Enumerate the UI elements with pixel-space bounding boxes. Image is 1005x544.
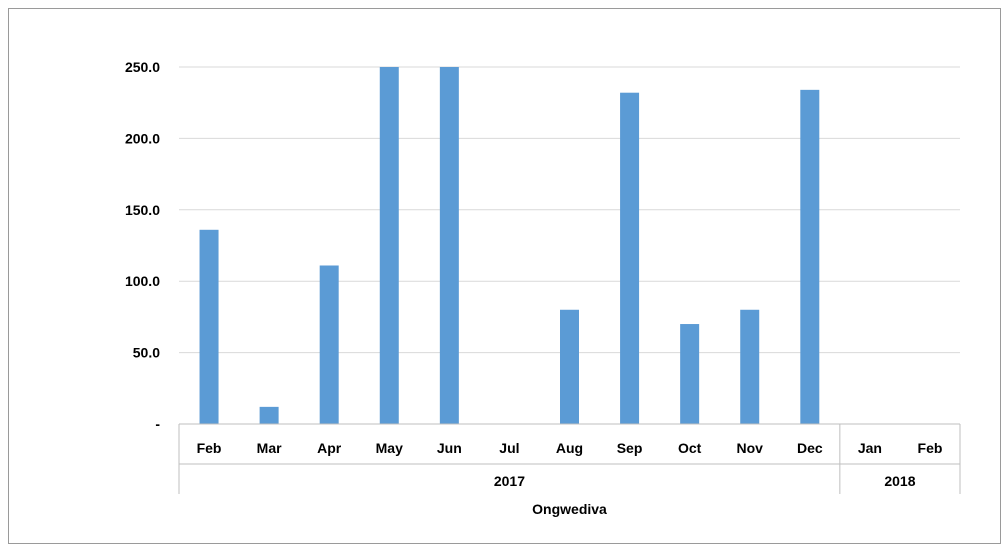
y-tick-label: 200.0 xyxy=(125,130,160,146)
y-tick-label: 100.0 xyxy=(125,273,160,289)
bar-apr xyxy=(319,265,339,424)
bars xyxy=(199,67,820,425)
y-tick-label: 250.0 xyxy=(125,59,160,75)
bar-may xyxy=(379,67,399,424)
axes xyxy=(178,423,961,494)
bar-nov xyxy=(740,309,760,424)
y-tick-labels: - 50.0 100.0 150.0 200.0 250.0 xyxy=(125,59,160,432)
y-tick-label: - xyxy=(155,416,160,432)
x-tick-label: Mar xyxy=(257,440,282,456)
x-tick-label: May xyxy=(376,440,403,456)
y-tick-label: 150.0 xyxy=(125,202,160,218)
x-tick-label: Dec xyxy=(797,440,823,456)
x-group-label: 2018 xyxy=(884,473,915,489)
gridlines xyxy=(179,66,960,354)
bar-feb xyxy=(199,229,219,424)
x-tick-label: Feb xyxy=(197,440,222,456)
x-group-label: 2017 xyxy=(494,473,525,489)
bar-sep xyxy=(620,92,640,424)
x-tick-label: Oct xyxy=(678,440,702,456)
x-tick-label: Sep xyxy=(617,440,643,456)
chart-frame xyxy=(8,8,1001,544)
y-tick-label: 50.0 xyxy=(133,345,160,361)
x-tick-label: Nov xyxy=(737,440,764,456)
x-tick-label: Jan xyxy=(858,440,882,456)
x-tick-label: Jun xyxy=(437,440,462,456)
x-axis-label: Ongwediva xyxy=(532,501,607,517)
bar-mar xyxy=(259,406,279,424)
x-tick-label: Feb xyxy=(918,440,943,456)
x-tick-labels: Feb Mar Apr May Jun Jul Aug Sep Oct Nov Dec Jan Feb xyxy=(197,440,943,456)
x-tick-label: Jul xyxy=(499,440,519,456)
bar-aug xyxy=(560,309,579,424)
x-tick-label: Apr xyxy=(317,440,342,456)
x-group-labels: 2017 2018 xyxy=(494,473,916,489)
bar-oct xyxy=(680,324,700,424)
x-tick-label: Aug xyxy=(556,440,583,456)
bar-dec xyxy=(800,89,820,425)
bar-jun xyxy=(439,67,459,424)
